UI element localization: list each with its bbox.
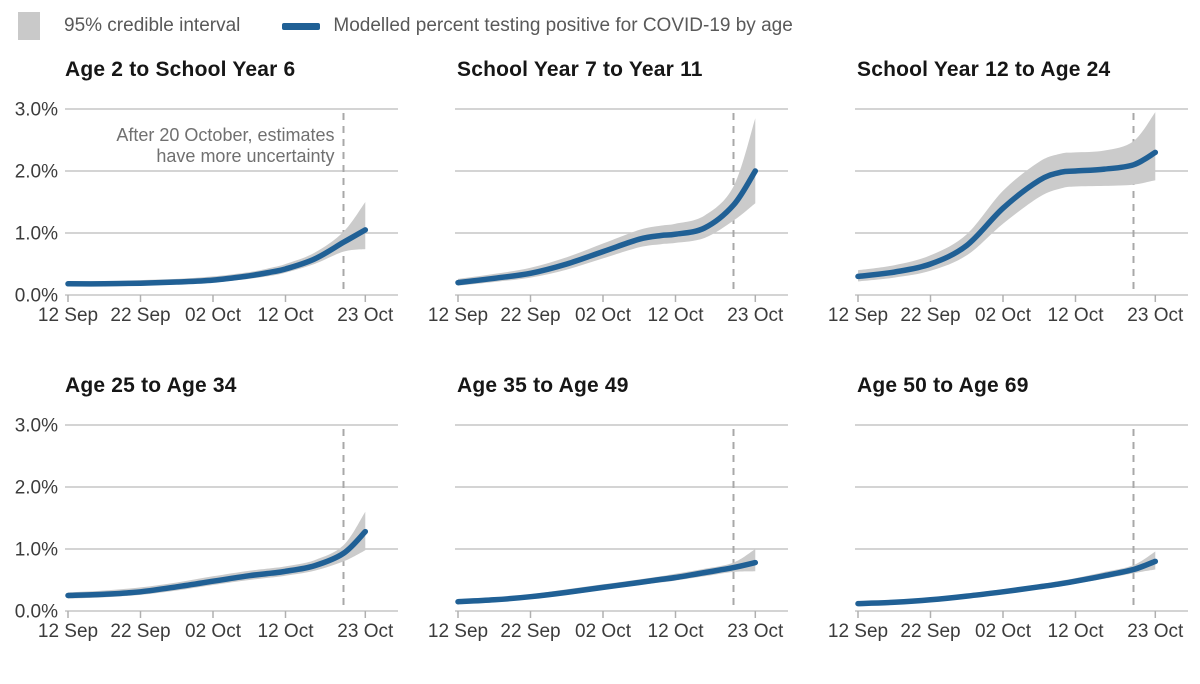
svg-text:12 Sep: 12 Sep	[38, 305, 98, 326]
svg-text:3.0%: 3.0%	[15, 100, 58, 121]
svg-text:12 Oct: 12 Oct	[258, 621, 315, 642]
svg-text:2.0%: 2.0%	[15, 478, 58, 499]
svg-text:2.0%: 2.0%	[15, 162, 58, 183]
svg-text:12 Oct: 12 Oct	[648, 305, 705, 326]
chart-title: Age 2 to School Year 6	[65, 58, 296, 81]
svg-text:23 Oct: 23 Oct	[727, 305, 784, 326]
svg-text:12 Sep: 12 Sep	[828, 621, 888, 642]
svg-text:23 Oct: 23 Oct	[337, 305, 394, 326]
legend-ci-label: 95% credible interval	[64, 15, 241, 36]
small-multiples-grid: Age 2 to School Year 6 12 Sep 22 Sep 02 Oc…	[0, 52, 1200, 684]
svg-text:02 Oct: 02 Oct	[185, 305, 242, 326]
legend: 95% credible interval Modelled percent t…	[18, 12, 793, 40]
svg-text:3.0%: 3.0%	[15, 416, 58, 437]
svg-text:23 Oct: 23 Oct	[1127, 621, 1184, 642]
svg-text:02 Oct: 02 Oct	[975, 305, 1032, 326]
chart-school-year-12-to-age-24: School Year 12 to Age 24 12 Sep 22 Sep 02 …	[800, 52, 1200, 368]
chart-title: School Year 12 to Age 24	[857, 58, 1111, 81]
credible-interval-swatch-icon	[18, 12, 40, 40]
chart-school-year-7-to-11: School Year 7 to Year 11 12 Sep 22 Sep 02 …	[400, 52, 800, 368]
svg-text:0.0%: 0.0%	[15, 286, 58, 307]
svg-text:12 Sep: 12 Sep	[428, 621, 488, 642]
svg-text:12 Oct: 12 Oct	[1048, 305, 1105, 326]
chart-title: School Year 7 to Year 11	[457, 58, 703, 81]
chart-plot: 12 Sep 22 Sep 02 Oct 12 Oct 23 Oct	[428, 424, 788, 642]
svg-text:After 20 October, estimates: After 20 October, estimates	[116, 125, 334, 145]
svg-text:22 Sep: 22 Sep	[500, 305, 560, 326]
svg-text:1.0%: 1.0%	[15, 224, 58, 245]
svg-text:12 Oct: 12 Oct	[1048, 621, 1105, 642]
svg-text:22 Sep: 22 Sep	[110, 305, 170, 326]
svg-text:0.0%: 0.0%	[15, 602, 58, 623]
svg-text:have more uncertainty: have more uncertainty	[156, 146, 334, 166]
chart-title: Age 50 to Age 69	[857, 374, 1029, 397]
svg-text:02 Oct: 02 Oct	[575, 305, 632, 326]
svg-text:22 Sep: 22 Sep	[900, 621, 960, 642]
modelled-line-swatch-icon	[282, 22, 321, 30]
chart-plot: 12 Sep 22 Sep 02 Oct 12 Oct 23 Oct	[428, 108, 788, 326]
chart-title: Age 25 to Age 34	[65, 374, 237, 397]
legend-line-label: Modelled percent testing positive for CO…	[333, 15, 793, 36]
chart-plot: 12 Sep 22 Sep 02 Oct 12 Oct 23 Oct 3.0% 2.0% 1.…	[15, 416, 398, 642]
chart-age-35-to-49: Age 35 to Age 49 12 Sep 22 Sep 02 Oct 12 Oc…	[400, 368, 800, 684]
svg-text:12 Sep: 12 Sep	[428, 305, 488, 326]
chart-age-2-to-school-year-6: Age 2 to School Year 6 12 Sep 22 Sep 02 Oc…	[0, 52, 400, 368]
svg-text:1.0%: 1.0%	[15, 540, 58, 561]
svg-text:23 Oct: 23 Oct	[727, 621, 784, 642]
chart-plot: 12 Sep 22 Sep 02 Oct 12 Oct 23 Oct 3.0% 2.0% 1.…	[15, 100, 398, 326]
svg-text:22 Sep: 22 Sep	[900, 305, 960, 326]
chart-plot: 12 Sep 22 Sep 02 Oct 12 Oct 23 Oct	[828, 108, 1188, 326]
chart-title: Age 35 to Age 49	[457, 374, 629, 397]
svg-text:22 Sep: 22 Sep	[500, 621, 560, 642]
svg-text:12 Oct: 12 Oct	[648, 621, 705, 642]
svg-text:12 Sep: 12 Sep	[828, 305, 888, 326]
svg-text:12 Oct: 12 Oct	[258, 305, 315, 326]
svg-text:02 Oct: 02 Oct	[185, 621, 242, 642]
svg-text:23 Oct: 23 Oct	[337, 621, 394, 642]
chart-age-50-to-69: Age 50 to Age 69 12 Sep 22 Sep 02 Oct 12 Oc…	[800, 368, 1200, 684]
svg-text:02 Oct: 02 Oct	[575, 621, 632, 642]
svg-text:23 Oct: 23 Oct	[1127, 305, 1184, 326]
svg-text:02 Oct: 02 Oct	[975, 621, 1032, 642]
chart-plot: 12 Sep 22 Sep 02 Oct 12 Oct 23 Oct	[828, 424, 1188, 642]
svg-text:12 Sep: 12 Sep	[38, 621, 98, 642]
svg-text:22 Sep: 22 Sep	[110, 621, 170, 642]
chart-age-25-to-34: Age 25 to Age 34 12 Sep 22 Sep 02 Oct 12 Oc…	[0, 368, 400, 684]
